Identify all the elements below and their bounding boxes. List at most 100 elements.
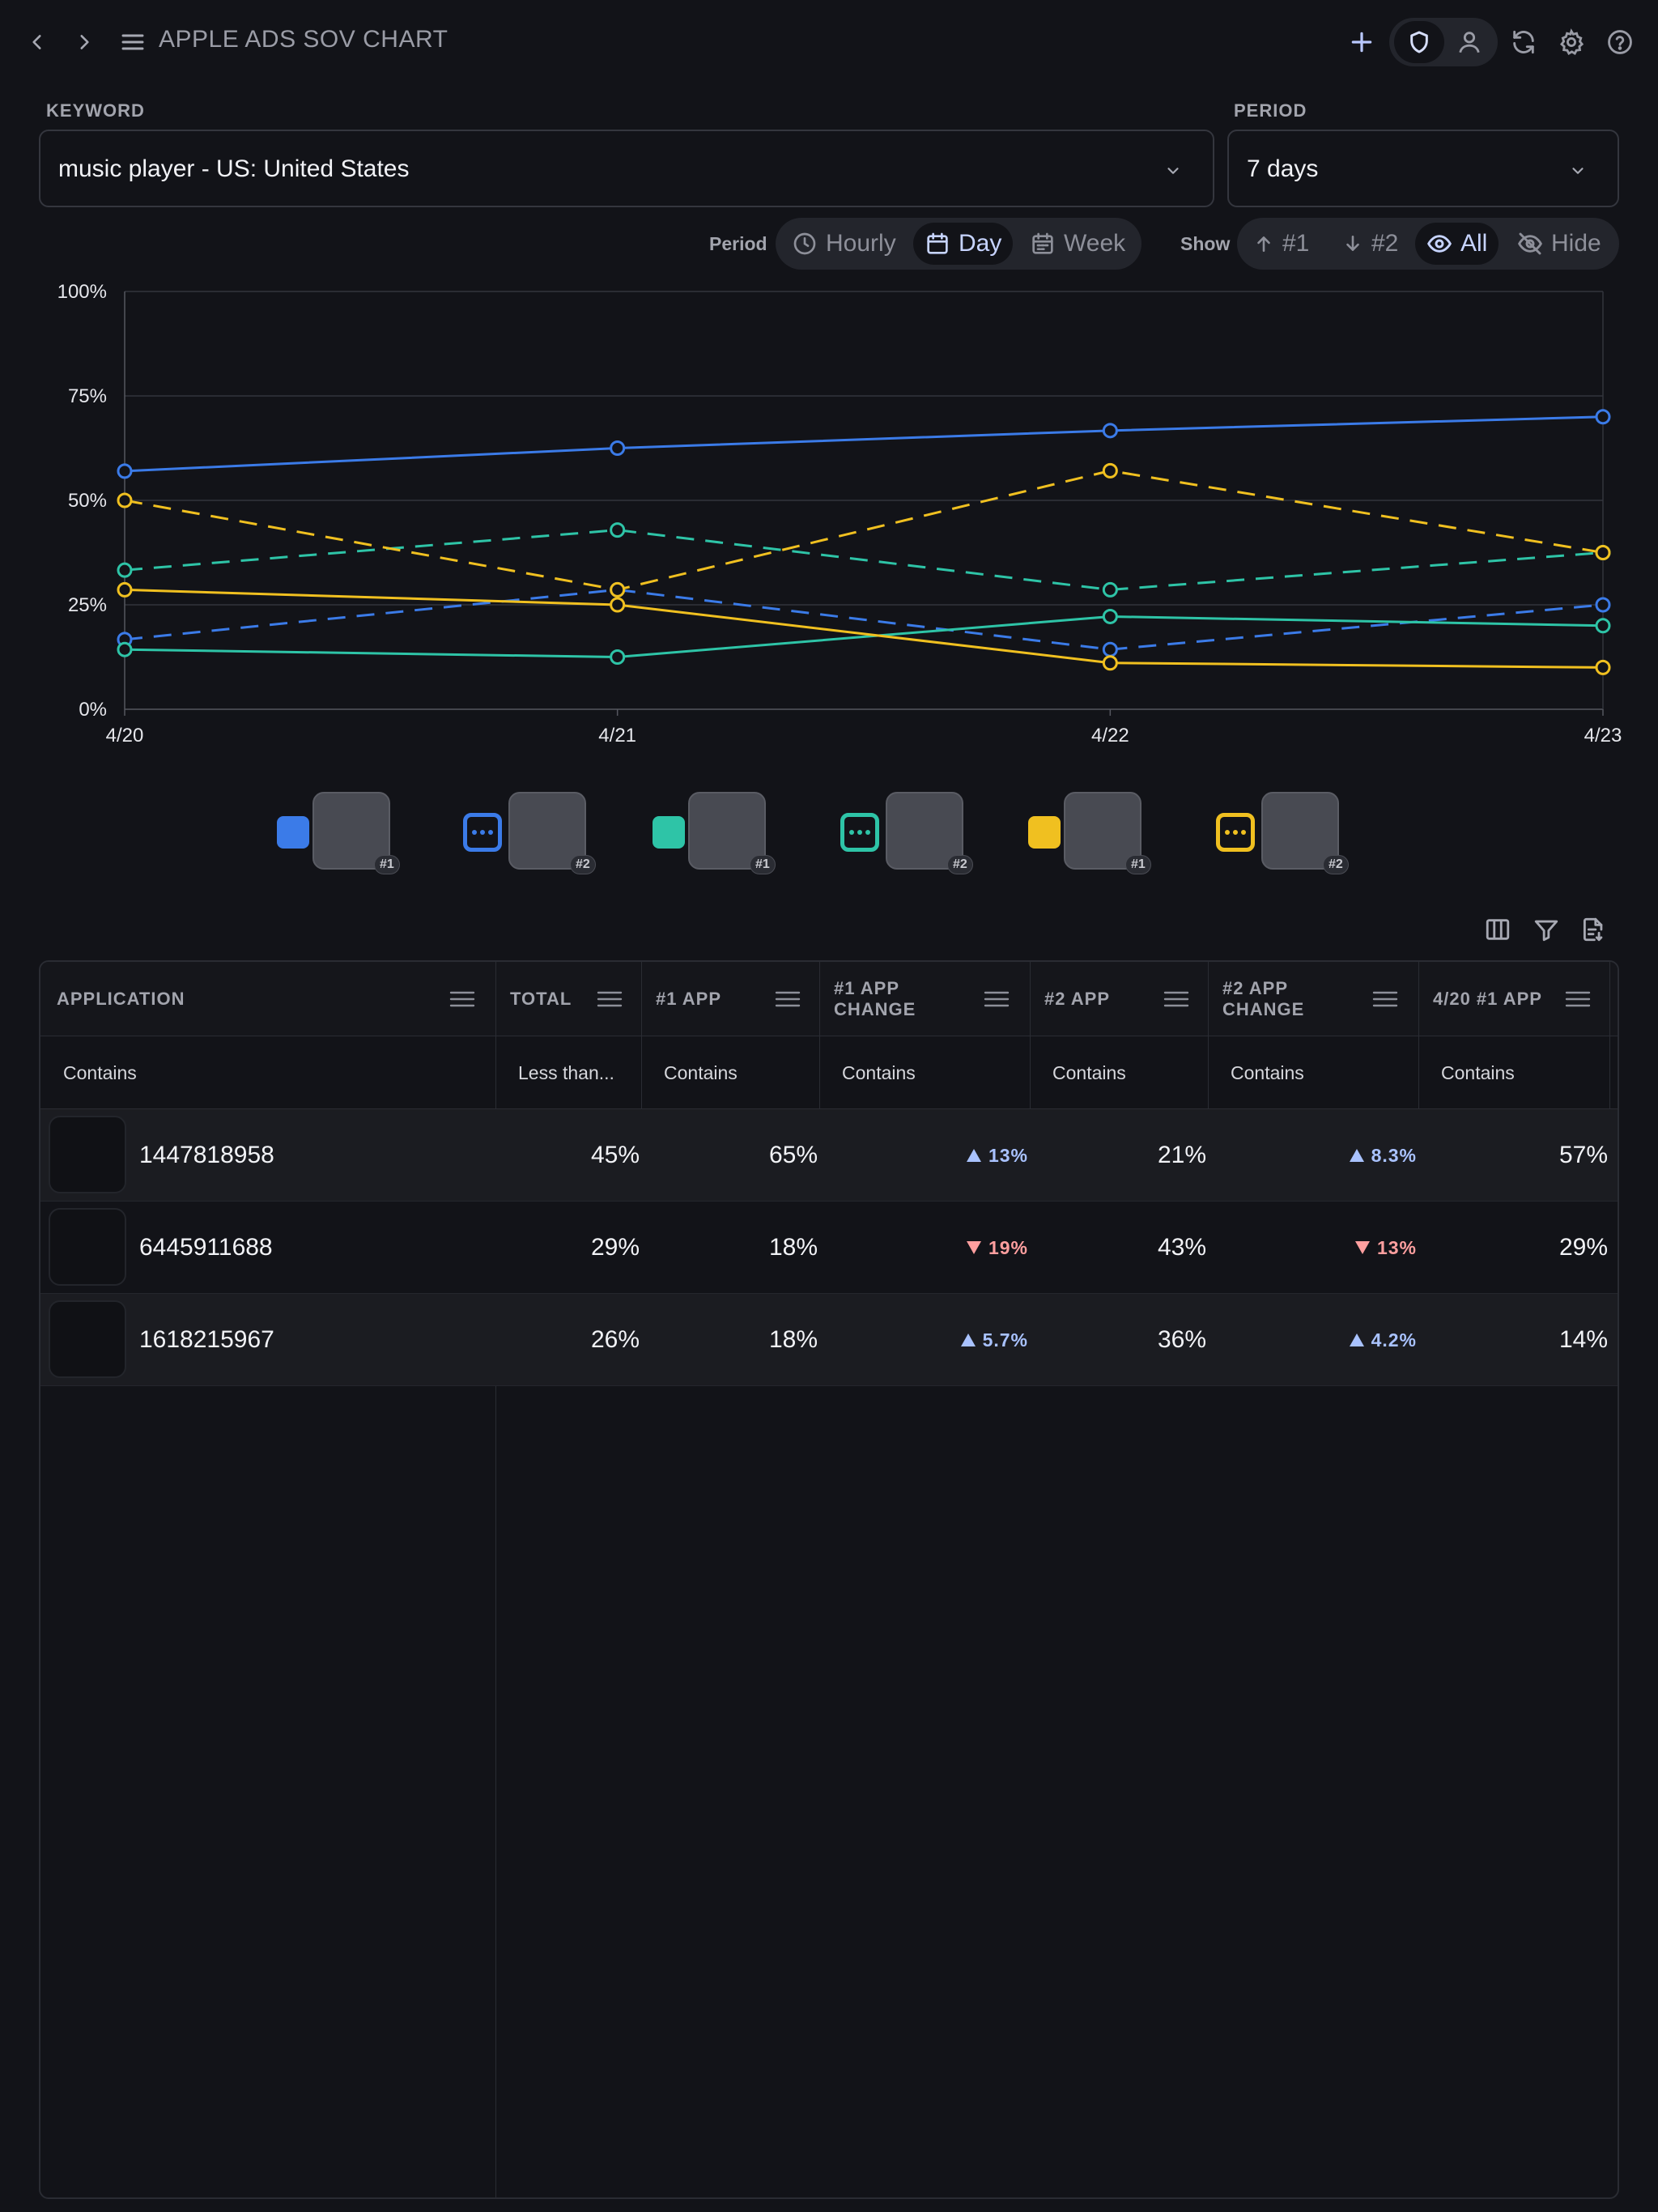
shield-icon bbox=[1410, 31, 1428, 53]
legend-swatch-solid bbox=[1028, 816, 1061, 849]
shield-button[interactable] bbox=[1400, 23, 1439, 62]
table-row[interactable]: 1447818958 45% 65% 13% 21% 8.3% 57% bbox=[40, 1109, 1618, 1202]
legend-item[interactable]: #1 bbox=[1025, 792, 1163, 874]
app-id[interactable]: 1618215967 bbox=[139, 1326, 274, 1353]
column-menu-icon[interactable] bbox=[1371, 989, 1399, 1009]
column-header-total[interactable]: TOTAL bbox=[510, 989, 572, 1009]
plus-icon bbox=[1351, 32, 1372, 53]
column-menu-icon[interactable] bbox=[1564, 989, 1592, 1009]
filter-date-app1[interactable]: Contains bbox=[1441, 1061, 1515, 1083]
show-option-1[interactable]: #1 bbox=[1242, 223, 1320, 265]
column-header-app1[interactable]: #1 APP bbox=[656, 989, 722, 1009]
column-menu-icon[interactable] bbox=[983, 989, 1010, 1009]
period-option-week[interactable]: Week bbox=[1018, 223, 1137, 265]
filter-total[interactable]: Less than... bbox=[518, 1061, 614, 1083]
triangle-down-icon bbox=[1354, 1241, 1370, 1254]
legend-item[interactable]: #2 bbox=[461, 792, 599, 874]
chevron-left-icon bbox=[32, 35, 41, 49]
export-button[interactable] bbox=[1574, 910, 1613, 949]
legend-swatch-dotted bbox=[1216, 813, 1255, 852]
show-option-all[interactable]: All bbox=[1415, 223, 1499, 265]
app2-change: 4.2% bbox=[1214, 1294, 1417, 1386]
table-row[interactable]: 6445911688 29% 18% 19% 43% 13% 29% bbox=[40, 1202, 1618, 1294]
app-icon bbox=[49, 1208, 126, 1286]
user-icon bbox=[1459, 32, 1480, 53]
menu-button[interactable] bbox=[115, 24, 151, 60]
show-option-label: #1 bbox=[1282, 230, 1310, 257]
x-tick-label: 4/21 bbox=[598, 725, 636, 747]
app-id[interactable]: 6445911688 bbox=[139, 1234, 273, 1261]
change-value: 4.2% bbox=[1371, 1329, 1417, 1351]
period-option-day[interactable]: Day bbox=[913, 223, 1014, 265]
legend-swatch-solid bbox=[653, 816, 685, 849]
x-tick-label: 4/20 bbox=[106, 725, 144, 747]
filter-button[interactable] bbox=[1527, 910, 1566, 949]
triangle-up-icon bbox=[960, 1334, 976, 1346]
column-header-date-app1[interactable]: 4/20 #1 APP bbox=[1433, 989, 1542, 1009]
show-label: Show bbox=[1180, 233, 1231, 254]
app1-change: 19% bbox=[826, 1202, 1028, 1294]
total-value: 45% bbox=[590, 1142, 640, 1168]
app2-value: 36% bbox=[1157, 1326, 1206, 1353]
chart-svg: 0% 25% 50% 75% 100% 4/20 4/21 4/22 4/23 bbox=[57, 281, 1622, 747]
user-button[interactable] bbox=[1450, 23, 1489, 62]
period-option-hourly[interactable]: Hourly bbox=[780, 223, 908, 265]
series-line bbox=[124, 469, 1604, 591]
column-menu-icon[interactable] bbox=[1163, 989, 1190, 1009]
column-header-app1-change[interactable]: #1 APP CHANGE bbox=[834, 978, 916, 1019]
table-row[interactable]: 1618215967 26% 18% 5.7% 36% 4.2% 14% bbox=[40, 1294, 1618, 1386]
app-id[interactable]: 1447818958 bbox=[139, 1142, 274, 1168]
total-value: 29% bbox=[590, 1234, 640, 1261]
data-point bbox=[610, 597, 626, 613]
account-toggle-active bbox=[1394, 21, 1444, 63]
help-button[interactable] bbox=[1601, 23, 1639, 62]
forward-button[interactable] bbox=[66, 24, 102, 60]
filter-app1[interactable]: Contains bbox=[664, 1061, 738, 1083]
period-select[interactable]: 7 days bbox=[1227, 130, 1619, 207]
refresh-icon bbox=[1513, 30, 1534, 54]
series-line bbox=[124, 588, 1604, 669]
series-line bbox=[124, 588, 1604, 651]
data-point bbox=[1595, 409, 1611, 425]
filter-app1-change[interactable]: Contains bbox=[842, 1061, 916, 1083]
keyword-select[interactable]: music player - US: United States bbox=[39, 130, 1214, 207]
filter-app2[interactable]: Contains bbox=[1052, 1061, 1126, 1083]
triangle-up-icon bbox=[1349, 1149, 1364, 1162]
gear-icon bbox=[1560, 28, 1584, 55]
column-menu-icon[interactable] bbox=[774, 989, 801, 1009]
app1-change: 13% bbox=[826, 1109, 1028, 1202]
data-point bbox=[1595, 659, 1611, 675]
refresh-button[interactable] bbox=[1504, 23, 1543, 62]
data-point bbox=[1595, 597, 1611, 613]
columns-button[interactable] bbox=[1478, 910, 1517, 949]
column-menu-icon[interactable] bbox=[449, 989, 476, 1009]
legend-item[interactable]: #2 bbox=[1214, 792, 1352, 874]
legend-swatch-solid bbox=[277, 816, 309, 849]
hamburger-menu-icon bbox=[121, 34, 144, 50]
legend-item[interactable]: #2 bbox=[839, 792, 976, 874]
show-option-2[interactable]: #2 bbox=[1331, 223, 1409, 265]
triangle-down-icon bbox=[966, 1241, 981, 1254]
legend-item[interactable]: #1 bbox=[274, 792, 411, 874]
data-point bbox=[1102, 423, 1118, 439]
period-value: 7 days bbox=[1247, 155, 1319, 182]
column-header-app2[interactable]: #2 APP bbox=[1044, 989, 1111, 1009]
app2-value: 43% bbox=[1157, 1234, 1206, 1261]
settings-button[interactable] bbox=[1552, 23, 1591, 62]
filter-application[interactable]: Contains bbox=[63, 1061, 137, 1083]
data-point bbox=[610, 649, 626, 665]
clock-icon bbox=[793, 232, 816, 255]
column-header-app2-change[interactable]: #2 APP CHANGE bbox=[1222, 978, 1305, 1019]
filter-app2-change[interactable]: Contains bbox=[1231, 1061, 1304, 1083]
legend-item[interactable]: #1 bbox=[649, 792, 787, 874]
data-point bbox=[1102, 462, 1118, 479]
add-button[interactable] bbox=[1342, 23, 1381, 62]
change-value: 13% bbox=[1376, 1236, 1417, 1258]
data-point bbox=[1102, 641, 1118, 657]
column-menu-icon[interactable] bbox=[596, 989, 623, 1009]
arrow-down-icon bbox=[1346, 236, 1359, 251]
show-option-hide[interactable]: Hide bbox=[1506, 223, 1613, 265]
column-header-application[interactable]: APPLICATION bbox=[57, 989, 185, 1009]
triangle-up-icon bbox=[966, 1149, 981, 1162]
back-button[interactable] bbox=[19, 24, 55, 60]
